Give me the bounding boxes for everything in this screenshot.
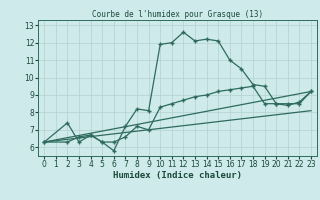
- X-axis label: Humidex (Indice chaleur): Humidex (Indice chaleur): [113, 171, 242, 180]
- Title: Courbe de l'humidex pour Grasque (13): Courbe de l'humidex pour Grasque (13): [92, 10, 263, 19]
